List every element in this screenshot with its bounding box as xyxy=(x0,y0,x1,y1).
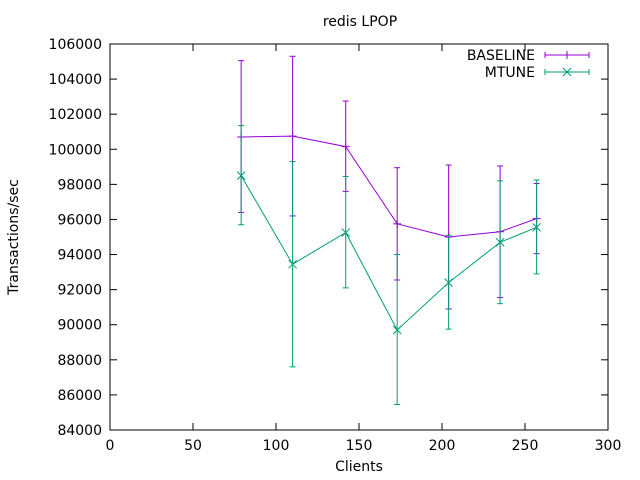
marker-stroke xyxy=(532,222,541,232)
x-tick-label: 50 xyxy=(184,438,202,454)
data-point-mtune xyxy=(532,222,541,232)
data-point-mtune xyxy=(444,278,453,287)
data-point-mtune xyxy=(288,259,297,269)
data-point-mtune xyxy=(495,237,505,247)
y-tick-label: 90000 xyxy=(57,318,102,334)
series-mtune xyxy=(236,125,541,406)
data-point-baseline xyxy=(288,132,297,141)
y-tick-label: 84000 xyxy=(57,423,102,439)
data-point-mtune xyxy=(236,171,246,180)
axis-ticks: 0 50 100 150 200 250 300 84000 86000 88000 90000 92… xyxy=(49,37,622,454)
marker-stroke xyxy=(341,228,351,237)
plot-series xyxy=(236,55,541,406)
x-tick-label: 100 xyxy=(263,438,290,454)
x-tick-label: 300 xyxy=(595,438,622,454)
y-tick-label: 86000 xyxy=(57,388,102,404)
series-line-mtune xyxy=(240,175,537,331)
plot-frame xyxy=(109,43,609,431)
y-tick-label: 102000 xyxy=(49,107,102,123)
marker-stroke xyxy=(288,259,297,269)
y-tick-label: 100000 xyxy=(49,142,102,158)
x-tick-label: 250 xyxy=(512,438,539,454)
data-point-baseline xyxy=(393,219,402,228)
legend-item-baseline: BASELINE xyxy=(467,48,590,64)
legend-label-baseline: BASELINE xyxy=(467,48,535,64)
marker-stroke xyxy=(392,325,402,335)
legend-item-mtune: MTUNE xyxy=(485,65,590,81)
marker-stroke xyxy=(236,171,246,180)
y-tick-label: 92000 xyxy=(57,283,102,299)
y-tick-label: 106000 xyxy=(49,37,102,53)
x-tick-label: 150 xyxy=(346,438,373,454)
data-point-mtune xyxy=(341,228,351,237)
marker-stroke xyxy=(444,278,453,287)
legend-marker-mtune xyxy=(562,67,572,77)
marker-stroke xyxy=(495,237,505,247)
series-line-baseline xyxy=(241,135,537,238)
series-baseline xyxy=(237,55,541,310)
y-tick-label: 94000 xyxy=(57,248,102,264)
y-tick-label: 96000 xyxy=(57,212,102,228)
y-tick-label: 104000 xyxy=(49,72,102,88)
legend-label-mtune: MTUNE xyxy=(485,65,535,81)
legend-marker-baseline xyxy=(563,51,571,59)
marker-stroke xyxy=(562,67,572,77)
data-point-baseline xyxy=(341,142,350,151)
y-axis-label: Transactions/sec xyxy=(6,179,22,296)
chart-title: redis LPOP xyxy=(323,14,397,30)
data-point-mtune xyxy=(392,325,402,335)
y-tick-label: 88000 xyxy=(57,353,102,369)
y-tick-label: 98000 xyxy=(57,177,102,193)
x-tick-label: 200 xyxy=(429,438,456,454)
x-axis-label: Clients xyxy=(335,459,383,475)
x-tick-label: 0 xyxy=(106,438,115,454)
